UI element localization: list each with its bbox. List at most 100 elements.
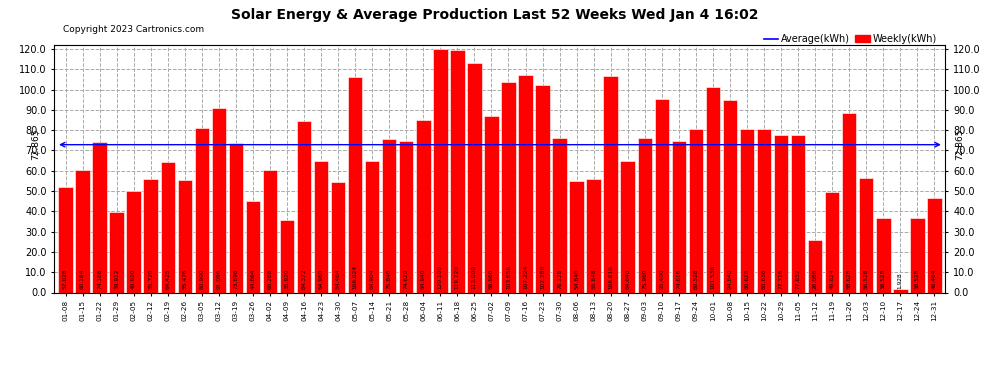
Text: 103.656: 103.656 [506, 266, 511, 290]
Text: 52.028: 52.028 [63, 269, 68, 290]
Text: 72.865: 72.865 [954, 129, 964, 160]
Bar [399, 141, 414, 292]
Bar [109, 211, 124, 292]
Bar [246, 201, 260, 292]
Text: 54.840: 54.840 [574, 269, 579, 290]
Text: 75.960: 75.960 [643, 269, 647, 290]
Bar [75, 170, 90, 292]
Text: 80.628: 80.628 [744, 269, 749, 290]
Bar [416, 120, 431, 292]
Text: 74.620: 74.620 [404, 269, 409, 290]
Bar [177, 180, 192, 292]
Bar [893, 289, 908, 292]
Text: 119.720: 119.720 [454, 266, 460, 290]
Text: 55.476: 55.476 [182, 269, 187, 290]
Text: 94.840: 94.840 [728, 269, 733, 290]
Bar [723, 100, 738, 292]
Text: 107.224: 107.224 [523, 265, 528, 290]
Text: 80.900: 80.900 [199, 269, 204, 290]
Text: 74.188: 74.188 [97, 269, 102, 290]
Text: 35.920: 35.920 [284, 269, 289, 290]
Bar [382, 139, 396, 292]
Text: 46.464: 46.464 [932, 269, 937, 290]
Text: 76.128: 76.128 [557, 269, 562, 290]
Text: 101.536: 101.536 [711, 266, 716, 290]
Text: 44.864: 44.864 [250, 269, 255, 290]
Bar [621, 161, 635, 292]
Text: 74.616: 74.616 [676, 269, 681, 290]
Bar [212, 108, 226, 292]
Text: 102.280: 102.280 [540, 265, 545, 290]
Bar [92, 142, 107, 292]
Text: Solar Energy & Average Production Last 52 Weeks Wed Jan 4 16:02: Solar Energy & Average Production Last 5… [232, 8, 758, 21]
Bar [774, 135, 788, 292]
Text: 60.184: 60.184 [80, 269, 85, 290]
Text: 36.528: 36.528 [915, 269, 920, 290]
Text: 80.528: 80.528 [693, 269, 698, 290]
Text: 54.464: 54.464 [336, 269, 341, 290]
Bar [910, 218, 925, 292]
Bar [604, 76, 618, 292]
Bar [262, 170, 277, 292]
Text: 73.896: 73.896 [234, 269, 239, 290]
Bar [876, 218, 891, 292]
Text: 106.816: 106.816 [608, 266, 613, 290]
Text: 55.848: 55.848 [591, 269, 596, 290]
Bar [569, 181, 584, 292]
Text: 64.425: 64.425 [165, 269, 170, 290]
Bar [160, 162, 175, 292]
Text: 64.640: 64.640 [626, 269, 631, 290]
Text: 84.940: 84.940 [421, 269, 426, 290]
Bar [671, 141, 686, 292]
Text: 64.904: 64.904 [369, 269, 374, 290]
Bar [859, 178, 873, 292]
Bar [791, 135, 805, 292]
Bar [347, 77, 362, 292]
Text: 95.400: 95.400 [659, 269, 664, 290]
Bar [518, 75, 533, 292]
Bar [638, 138, 652, 292]
Text: 77.716: 77.716 [778, 269, 783, 290]
Text: 86.960: 86.960 [489, 269, 494, 290]
Text: 88.628: 88.628 [846, 269, 851, 290]
Text: 77.632: 77.632 [796, 269, 801, 290]
Bar [450, 50, 464, 292]
Bar [484, 116, 499, 292]
Text: 60.288: 60.288 [267, 269, 272, 290]
Bar [756, 129, 771, 292]
Text: 56.528: 56.528 [863, 269, 869, 290]
Text: 55.720: 55.720 [148, 269, 153, 290]
Bar [586, 179, 601, 292]
Bar [433, 49, 447, 292]
Text: 120.100: 120.100 [438, 266, 443, 290]
Bar [195, 128, 209, 292]
Text: 91.096: 91.096 [217, 269, 222, 290]
Text: 64.980: 64.980 [319, 269, 324, 290]
Text: 39.912: 39.912 [114, 269, 119, 290]
Bar [552, 138, 567, 292]
Text: 26.088: 26.088 [813, 269, 818, 290]
Bar [842, 113, 856, 292]
Bar [144, 180, 158, 292]
Bar [331, 182, 346, 292]
Bar [314, 160, 329, 292]
Text: 80.636: 80.636 [761, 269, 766, 290]
Bar [365, 161, 379, 292]
Text: 49.920: 49.920 [131, 269, 137, 290]
Bar [229, 142, 244, 292]
Text: 36.528: 36.528 [881, 269, 886, 290]
Bar [127, 191, 141, 292]
Bar [467, 63, 482, 292]
Bar [58, 187, 72, 292]
Legend: Average(kWh), Weekly(kWh): Average(kWh), Weekly(kWh) [759, 30, 940, 48]
Bar [689, 129, 703, 292]
Text: 106.024: 106.024 [352, 266, 357, 290]
Bar [501, 82, 516, 292]
Bar [706, 87, 720, 292]
Text: 49.624: 49.624 [830, 269, 835, 290]
Text: 75.840: 75.840 [387, 269, 392, 290]
Text: Copyright 2023 Cartronics.com: Copyright 2023 Cartronics.com [63, 25, 205, 34]
Bar [536, 85, 549, 292]
Bar [297, 122, 311, 292]
Text: 113.000: 113.000 [472, 266, 477, 290]
